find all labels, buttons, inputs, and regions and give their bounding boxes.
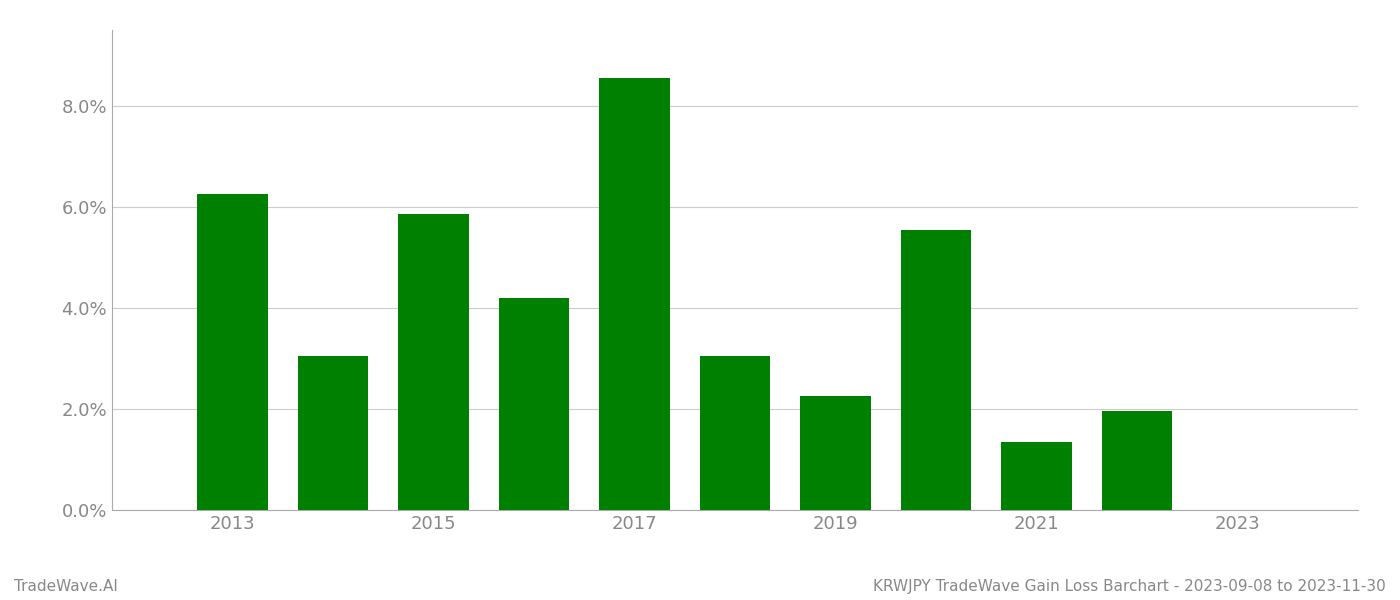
Bar	[700, 356, 770, 510]
Bar	[197, 194, 267, 510]
Text: KRWJPY TradeWave Gain Loss Barchart - 2023-09-08 to 2023-11-30: KRWJPY TradeWave Gain Loss Barchart - 20…	[874, 579, 1386, 594]
Bar	[498, 298, 570, 510]
Bar	[801, 397, 871, 510]
Bar	[900, 230, 972, 510]
Bar	[399, 214, 469, 510]
Text: TradeWave.AI: TradeWave.AI	[14, 579, 118, 594]
Bar	[1102, 412, 1172, 510]
Bar	[1001, 442, 1071, 510]
Bar	[599, 78, 669, 510]
Bar	[298, 356, 368, 510]
